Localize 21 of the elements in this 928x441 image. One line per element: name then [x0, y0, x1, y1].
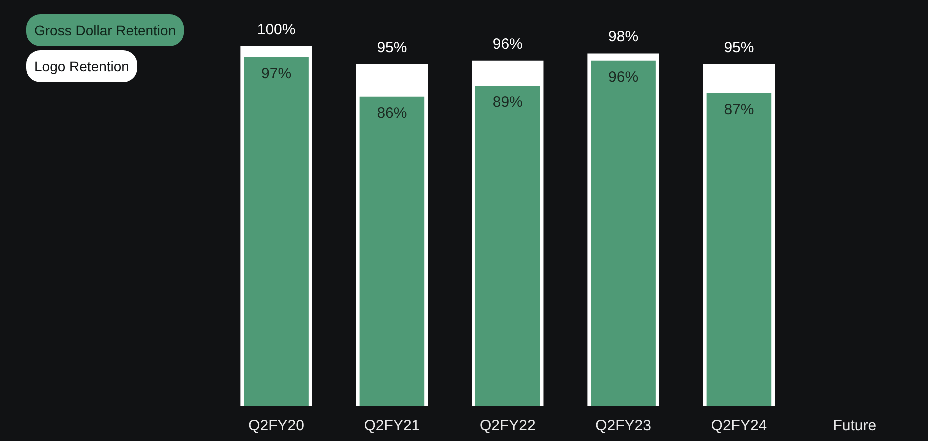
data-label: 100% — [257, 22, 296, 38]
bar — [360, 96, 425, 406]
bar — [475, 86, 540, 406]
text: Gross Dollar Retention — [34, 22, 176, 38]
x-tick-label: Q2FY21 — [364, 418, 420, 434]
x-tick-label: Q2FY20 — [248, 418, 304, 434]
data-label: 95% — [377, 40, 408, 56]
data-label: 97% — [262, 65, 292, 82]
data-label: 96% — [608, 68, 639, 86]
bar — [706, 93, 772, 406]
data-label: 96% — [492, 36, 523, 53]
x-tick-label: Q2FY22 — [480, 418, 536, 434]
data-label: 87% — [724, 101, 754, 118]
x-tick-label: Future — [833, 418, 877, 434]
data-label: 98% — [608, 28, 639, 46]
data-label: 86% — [377, 104, 408, 122]
text: Logo Retention — [34, 58, 130, 74]
data-label: 95% — [724, 40, 754, 56]
x-tick-label: Q2FY24 — [711, 418, 768, 434]
data-label: 89% — [492, 94, 523, 112]
x-tick-label: Q2FY23 — [596, 418, 652, 434]
